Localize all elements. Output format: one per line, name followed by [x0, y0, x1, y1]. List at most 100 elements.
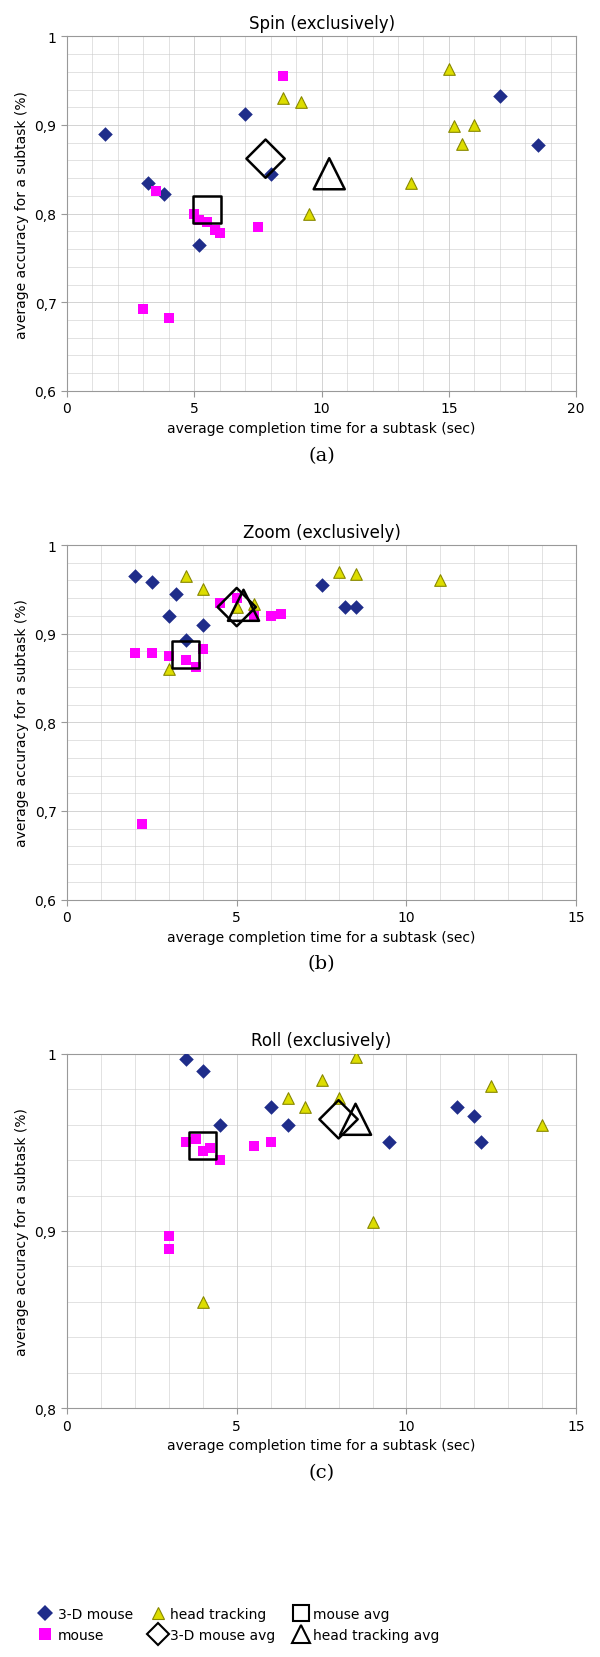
- Point: [181, 1130, 191, 1157]
- Point: [276, 601, 286, 628]
- Point: [266, 1094, 275, 1120]
- Point: [232, 585, 242, 611]
- Point: [495, 83, 505, 109]
- Point: [194, 207, 204, 234]
- Point: [191, 655, 201, 681]
- Point: [266, 603, 275, 630]
- Point: [198, 577, 208, 603]
- Point: [130, 563, 140, 590]
- Point: [164, 656, 173, 683]
- Point: [181, 628, 191, 655]
- Point: [198, 1133, 208, 1160]
- Point: [385, 1130, 394, 1157]
- Point: [470, 1104, 479, 1130]
- Point: [325, 161, 334, 187]
- Point: [181, 563, 191, 590]
- Point: [147, 570, 157, 597]
- Point: [296, 89, 306, 116]
- Point: [241, 103, 250, 129]
- X-axis label: average completion time for a subtask (sec): average completion time for a subtask (s…: [167, 421, 476, 436]
- Text: (b): (b): [308, 954, 335, 973]
- Point: [351, 1044, 361, 1070]
- X-axis label: average completion time for a subtask (sec): average completion time for a subtask (s…: [167, 930, 476, 944]
- Point: [444, 56, 454, 83]
- Point: [171, 582, 181, 608]
- Point: [334, 1085, 343, 1112]
- Point: [164, 1236, 173, 1263]
- Point: [164, 1223, 173, 1249]
- Point: [198, 1138, 208, 1165]
- Point: [164, 603, 173, 630]
- Point: [210, 217, 220, 244]
- Point: [100, 121, 110, 147]
- Title: Roll (exclusively): Roll (exclusively): [251, 1032, 392, 1051]
- Point: [198, 611, 208, 638]
- Text: (c): (c): [308, 1463, 335, 1481]
- Point: [470, 113, 479, 139]
- Point: [249, 603, 259, 630]
- Point: [351, 595, 361, 621]
- Title: Zoom (exclusively): Zoom (exclusively): [242, 524, 401, 542]
- Point: [215, 220, 224, 247]
- Legend: 3-D mouse, mouse, head tracking, 3-D mouse avg, mouse avg, head tracking avg: 3-D mouse, mouse, head tracking, 3-D mou…: [37, 1607, 440, 1642]
- Point: [198, 1289, 208, 1316]
- Point: [452, 1094, 462, 1120]
- Point: [143, 171, 153, 197]
- Y-axis label: average accuracy for a subtask (%): average accuracy for a subtask (%): [15, 1107, 29, 1355]
- Point: [283, 1085, 292, 1112]
- Point: [317, 1067, 326, 1094]
- Point: [261, 146, 271, 172]
- Point: [533, 133, 543, 159]
- Point: [194, 232, 204, 258]
- Point: [191, 1125, 201, 1152]
- Point: [130, 641, 140, 668]
- Text: (a): (a): [308, 447, 335, 464]
- Point: [406, 171, 415, 197]
- Point: [147, 641, 157, 668]
- Point: [351, 562, 361, 588]
- Point: [215, 1112, 224, 1138]
- Point: [198, 636, 208, 663]
- Point: [457, 133, 466, 159]
- Point: [232, 595, 242, 621]
- Point: [278, 65, 288, 91]
- Point: [137, 812, 146, 838]
- Point: [449, 114, 459, 141]
- Point: [151, 179, 161, 205]
- Point: [283, 1112, 292, 1138]
- Point: [164, 307, 173, 333]
- Point: [205, 1135, 214, 1162]
- Point: [232, 595, 242, 621]
- Y-axis label: average accuracy for a subtask (%): average accuracy for a subtask (%): [15, 91, 29, 338]
- Point: [202, 210, 212, 237]
- Point: [249, 592, 259, 618]
- Point: [476, 1130, 486, 1157]
- Point: [249, 1133, 259, 1160]
- Y-axis label: average accuracy for a subtask (%): average accuracy for a subtask (%): [15, 600, 29, 847]
- Point: [266, 1130, 275, 1157]
- Point: [487, 1072, 496, 1099]
- Point: [215, 590, 224, 616]
- Point: [253, 214, 263, 240]
- Point: [351, 1107, 361, 1133]
- Point: [202, 197, 212, 224]
- Point: [181, 641, 191, 668]
- Point: [239, 593, 248, 620]
- Point: [334, 558, 343, 585]
- Point: [159, 182, 169, 209]
- Point: [181, 1046, 191, 1072]
- Point: [139, 297, 148, 323]
- Point: [278, 86, 288, 113]
- Point: [304, 200, 314, 227]
- Point: [164, 643, 173, 669]
- Title: Spin (exclusively): Spin (exclusively): [248, 15, 395, 33]
- Point: [334, 1107, 343, 1133]
- Point: [317, 572, 326, 598]
- Point: [341, 595, 350, 621]
- Point: [181, 648, 191, 674]
- X-axis label: average completion time for a subtask (sec): average completion time for a subtask (s…: [167, 1438, 476, 1453]
- Point: [266, 161, 275, 187]
- Point: [300, 1094, 310, 1120]
- Point: [436, 568, 445, 595]
- Point: [215, 1147, 224, 1173]
